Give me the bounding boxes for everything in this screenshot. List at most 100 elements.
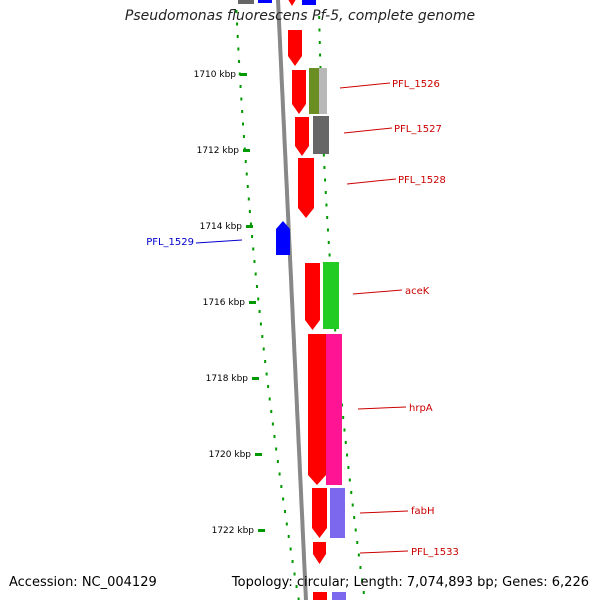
cog-bar-PFL_1526 [309,68,319,114]
scale-tick-label: 1712 kbp [197,146,240,156]
gene-partial-top [258,0,272,3]
outer-ring-dot [346,453,349,457]
scale-ring-dot [241,110,244,113]
gene-arrow-PFL_1529 [276,221,290,255]
scale-ring-dot [235,10,238,13]
scale-ring-dot [273,435,276,438]
scale-ring-dot [270,410,273,413]
gene-arrow-aceK [305,263,320,330]
scale-ring-dot [282,497,285,501]
gene-label: PFL_1527 [394,124,442,135]
scale-ring-dot [295,585,298,588]
outer-ring-dot [319,66,322,69]
scale-ring-dot [236,35,239,38]
scale-ring-dot [265,372,268,376]
outer-ring-dot [319,53,322,57]
gene-arrow-hrpA [308,334,326,485]
outer-ring-dot [318,41,321,44]
outer-ring-dot [354,528,357,532]
topology-label: Topology: circular; Length: 7,074,893 bp… [231,575,589,590]
gene-arrow-PFL_1533 [313,542,326,564]
scale-ring-dot [245,172,248,176]
outer-ring-dot [328,253,331,257]
outer-ring-dot [344,441,347,444]
scale-tick-label: 1720 kbp [209,450,252,460]
gene-leader-line [357,406,407,410]
gene-label: PFL_1533 [411,547,459,558]
outer-ring-dot [359,566,362,569]
scale-ring-dot [249,222,252,226]
scale-ring-dot [237,47,240,51]
cog-bar-PFL_1527 [313,116,329,154]
scale-tick-mark [246,225,253,228]
scale-ring-dot [257,297,260,301]
outer-ring-dot [342,416,345,419]
scale-tick-mark [249,301,256,304]
outer-ring-dot [327,241,330,244]
scale-ring-dot [293,572,296,576]
outer-ring-dot [324,178,327,182]
gene-label: hrpA [409,403,433,414]
gene-leader-line [195,239,243,244]
cog-bar-PFL_1526-b [319,68,327,114]
cog-bar-fabH [330,488,345,538]
gene-partial-top [288,0,296,6]
scale-ring-dot [262,347,265,351]
scale-tick-label: 1714 kbp [200,222,243,232]
gene-leader-line [352,289,403,295]
gene-arrow-upstream [288,30,302,66]
gene-leader-line [359,550,409,554]
scale-ring-dot [247,197,250,201]
scale-ring-dot [278,472,281,476]
gene-arrow-PFL_1526 [292,70,306,114]
outer-ring-dot [323,166,326,169]
scale-ring-dot [297,597,300,600]
scale-ring-dot [255,285,258,288]
scale-ring-dot [246,185,249,188]
accession-label: Accession: NC_004129 [9,575,157,590]
scale-tick-label: 1710 kbp [194,70,237,80]
gene-label: PFL_1529 [146,237,194,248]
scale-tick-label: 1718 kbp [206,374,249,384]
outer-ring-dot [318,16,321,19]
outer-ring-dot [325,203,328,207]
gene-label: PFL_1526 [392,79,440,90]
scale-ring-dot [254,272,257,276]
gene-arrow-fabH [312,488,327,538]
scale-ring-dot [238,60,241,63]
outer-ring-dot [334,328,337,332]
gene-leader-line [346,178,397,185]
map-title: Pseudomonas fluorescens Pf-5, complete g… [124,8,476,24]
scale-tick-mark [258,529,265,532]
scale-tick-mark [240,73,247,76]
scale-ring-dot [264,360,267,363]
outer-ring-dot [356,541,359,544]
scale-tick-label: 1716 kbp [203,298,246,308]
scale-ring-dot [236,22,239,26]
outer-ring-dot [362,591,365,594]
outer-ring-dot [326,216,329,219]
gene-label: fabH [411,506,435,517]
scale-ring-dot [275,447,278,451]
scale-ring-dot [251,235,254,238]
cog-bar-hrpA [326,334,342,485]
gene-label: PFL_1528 [398,175,446,186]
gene-partial-bottom [313,592,327,600]
scale-ring-dot [242,135,245,138]
cog-bar-aceK [323,262,339,329]
outer-ring-dot [357,553,360,557]
scale-ring-dot [242,122,245,126]
scale-ring-dot [287,535,290,538]
outer-ring-dot [361,578,364,582]
scale-ring-dot [285,522,288,526]
scale-ring-dot [271,422,274,426]
scale-ring-dot [276,460,279,463]
scale-ring-dot [261,335,264,338]
genome-backbone [276,0,308,600]
gene-leader-line [339,82,391,89]
scale-ring-dot [252,247,255,251]
scale-ring-dot [253,260,256,263]
gene-partial-bottom [332,592,346,600]
